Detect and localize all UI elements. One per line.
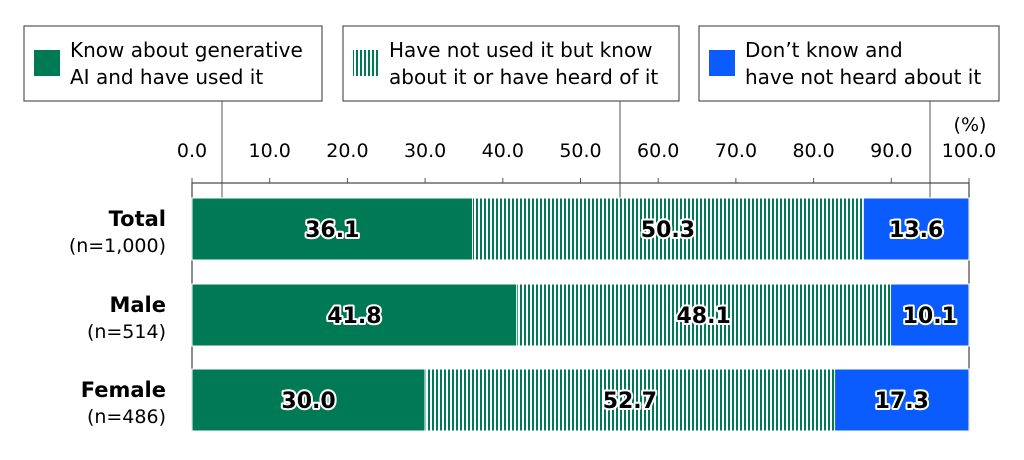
- category-n: (n=486): [87, 406, 166, 428]
- category-name: Male: [109, 293, 166, 317]
- legend-box: [698, 25, 1000, 102]
- bar-value-label: 36.1: [305, 218, 359, 243]
- x-tick-label: 0.0: [177, 140, 207, 162]
- bar-value-label: 13.6: [889, 218, 943, 243]
- legend-swatch: [353, 50, 379, 76]
- bar-value-label: 17.3: [875, 389, 929, 414]
- x-tick-label: 40.0: [482, 140, 524, 162]
- legend-label: about it or have heard of it: [389, 65, 658, 89]
- x-tick-label: 50.0: [559, 140, 601, 162]
- bar-segment: [862, 197, 970, 261]
- legend-swatch: [34, 50, 60, 76]
- bar-segment: [191, 197, 473, 261]
- bar-value-label: 50.3: [641, 218, 695, 243]
- x-tick-label: 20.0: [326, 140, 368, 162]
- bar-row-female: Female (n=486) 30.0 52.7 17.3: [81, 368, 970, 432]
- bar-segment: [424, 368, 836, 432]
- legend-label: have not heard about it: [745, 65, 981, 89]
- x-tick-label: 100.0: [942, 140, 996, 162]
- category-name: Total: [109, 207, 166, 231]
- x-tick-label: 30.0: [404, 140, 446, 162]
- x-tick-label: 80.0: [792, 140, 834, 162]
- legend-label: Have not used it but know: [389, 38, 653, 62]
- legend-label: AI and have used it: [70, 65, 263, 89]
- bar-value-label: 48.1: [677, 304, 731, 329]
- legend-item-1: Know about generative AI and have used it: [23, 25, 323, 207]
- bar-value-label: 30.0: [281, 389, 335, 414]
- bar-segment: [191, 283, 518, 347]
- axis-unit-label: (%): [954, 114, 987, 136]
- x-tick-label: 60.0: [637, 140, 679, 162]
- bar-value-label: 52.7: [603, 389, 657, 414]
- bar-row-male: Male (n=514) 41.8 48.1 10.1: [87, 283, 970, 347]
- x-tick-label: 90.0: [870, 140, 912, 162]
- legend-box: [342, 25, 680, 102]
- bar-row-total: Total (n=1,000) 36.1 50.3 13.6: [69, 197, 970, 261]
- x-tick-label: 70.0: [715, 140, 757, 162]
- category-name: Female: [81, 378, 166, 402]
- legend-label: Know about generative: [70, 38, 303, 62]
- bar-segment: [834, 368, 970, 432]
- legend-box: [23, 25, 323, 102]
- bar-value-label: 41.8: [327, 304, 381, 329]
- bar-segment: [890, 283, 970, 347]
- legend-label: Don’t know and: [745, 38, 903, 62]
- legend-swatch: [709, 50, 735, 76]
- category-n: (n=1,000): [69, 235, 166, 257]
- bar-value-label: 10.1: [903, 304, 957, 329]
- bar-segment: [516, 283, 892, 347]
- category-n: (n=514): [87, 321, 166, 343]
- bar-segment: [471, 197, 864, 261]
- legend-item-3: Don’t know and have not heard about it: [698, 25, 1000, 207]
- legend-item-2: Have not used it but know about it or hav…: [342, 25, 680, 207]
- x-tick-label: 10.0: [249, 140, 291, 162]
- bar-segment: [191, 368, 426, 432]
